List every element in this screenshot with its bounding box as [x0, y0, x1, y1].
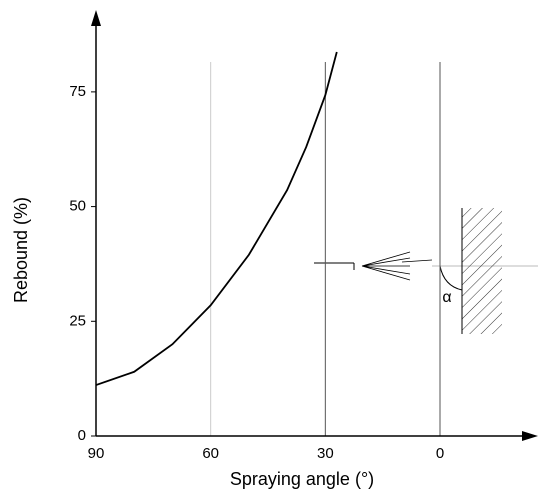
y-tick-label: 50 [69, 198, 86, 215]
y-tick-label: 0 [78, 427, 86, 444]
x-axis-label: Spraying angle (°) [230, 469, 374, 489]
line-series [95, 51, 338, 386]
x-tick-label: 0 [436, 445, 444, 462]
y-tick-label: 75 [69, 83, 86, 100]
x-tick-label: 90 [88, 445, 105, 462]
x-tick-label: 60 [202, 445, 219, 462]
x-tick-label: 30 [317, 445, 334, 462]
annotation: α [442, 289, 451, 306]
illustration [91, 10, 538, 441]
y-axis-label: Rebound (%) [11, 197, 31, 303]
y-tick-label: 25 [69, 312, 86, 329]
